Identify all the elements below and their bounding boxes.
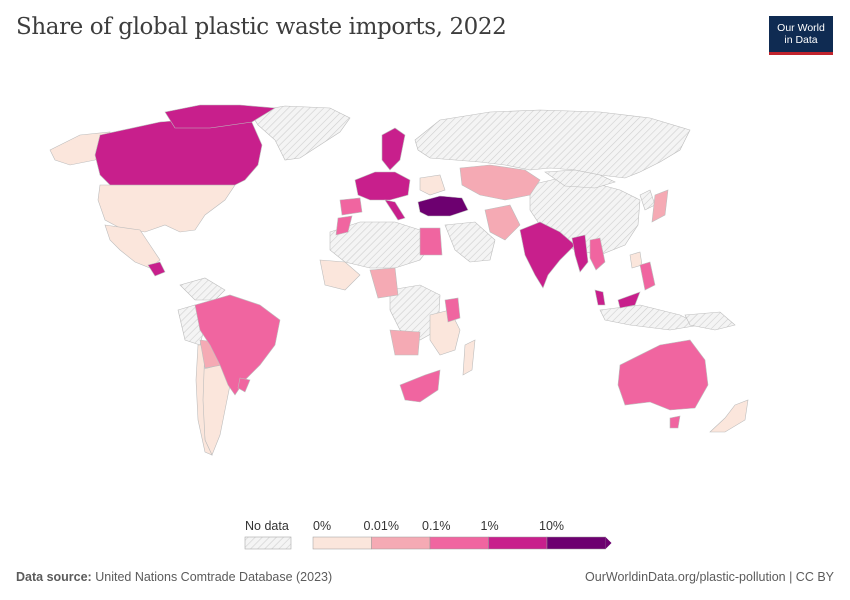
region-uruguay[interactable] xyxy=(237,377,251,393)
data-source-text[interactable]: United Nations Comtrade Database (2023) xyxy=(95,570,333,584)
legend-tick-label: 0.01% xyxy=(364,519,399,533)
region-indonesia[interactable] xyxy=(599,304,701,331)
region-central-africa[interactable] xyxy=(389,284,441,341)
region-romania-area[interactable] xyxy=(419,174,446,196)
region-scandinavia[interactable] xyxy=(381,127,406,171)
region-india[interactable] xyxy=(519,221,576,289)
region-mongolia[interactable] xyxy=(544,169,616,189)
region-borneo-malaysia[interactable] xyxy=(617,291,641,309)
chart-title: Share of global plastic waste imports, 2… xyxy=(16,14,507,40)
legend-tick-label: 0% xyxy=(313,519,331,533)
region-kazakhstan[interactable] xyxy=(459,164,541,201)
region-myanmar[interactable] xyxy=(571,234,589,273)
data-source-label: Data source: xyxy=(16,570,92,584)
legend-no-data-label: No data xyxy=(245,519,289,533)
region-tasmania[interactable] xyxy=(669,415,681,429)
region-japan-korea[interactable] xyxy=(639,189,656,211)
region-western-europe[interactable] xyxy=(354,171,411,201)
source-url[interactable]: OurWorldinData.org/plastic-pollution | C… xyxy=(585,570,834,584)
region-philippines[interactable] xyxy=(639,261,656,291)
region-papua[interactable] xyxy=(684,311,736,331)
region-venezuela-colombia[interactable] xyxy=(179,277,226,301)
legend-tick-label: 0.1% xyxy=(422,519,451,533)
region-spain[interactable] xyxy=(339,197,363,216)
region-west-africa[interactable] xyxy=(329,221,436,269)
region-mexico[interactable] xyxy=(104,224,161,269)
region-south-africa[interactable] xyxy=(399,369,441,403)
region-middle-east[interactable] xyxy=(444,221,496,263)
owid-logo[interactable]: Our World in Data xyxy=(769,16,833,55)
region-vietnam[interactable] xyxy=(589,237,606,271)
data-source: Data source: United Nations Comtrade Dat… xyxy=(16,570,332,584)
world-map xyxy=(49,104,749,456)
region-canada-arctic[interactable] xyxy=(164,104,276,129)
region-russia[interactable] xyxy=(414,109,691,179)
legend-arrow xyxy=(605,537,612,549)
region-angola-area[interactable] xyxy=(389,329,421,356)
region-niger-area[interactable] xyxy=(369,267,399,299)
legend-bin-0[interactable] xyxy=(312,536,372,550)
legend-bin-1[interactable] xyxy=(371,536,431,550)
region-madagascar[interactable] xyxy=(462,339,476,376)
region-new-zealand[interactable] xyxy=(709,399,749,433)
region-egypt[interactable] xyxy=(419,227,443,256)
region-united-states[interactable] xyxy=(97,184,236,233)
logo-line1: Our World xyxy=(777,22,825,34)
region-morocco[interactable] xyxy=(335,215,353,236)
region-turkey[interactable] xyxy=(417,195,469,217)
legend-bin-3[interactable] xyxy=(488,536,548,550)
region-malaysia[interactable] xyxy=(594,289,606,306)
region-australia[interactable] xyxy=(617,339,709,411)
legend-bin-2[interactable] xyxy=(429,536,489,550)
region-west-africa-coast[interactable] xyxy=(319,259,361,291)
legend-tick-label: 1% xyxy=(481,519,499,533)
region-greenland[interactable] xyxy=(249,105,351,161)
region-iran-area[interactable] xyxy=(484,204,521,241)
region-italy[interactable] xyxy=(384,199,406,221)
logo-line2: in Data xyxy=(784,34,818,46)
legend-no-data-swatch xyxy=(244,536,292,550)
legend-bin-4[interactable] xyxy=(546,536,606,550)
region-kenya[interactable] xyxy=(444,297,461,323)
legend: No data 0% 0.01% 0.1% 1% 10% xyxy=(244,519,612,550)
legend-tick-label: 10% xyxy=(539,519,564,533)
region-japan[interactable] xyxy=(651,189,669,223)
region-central-america[interactable] xyxy=(147,261,166,277)
